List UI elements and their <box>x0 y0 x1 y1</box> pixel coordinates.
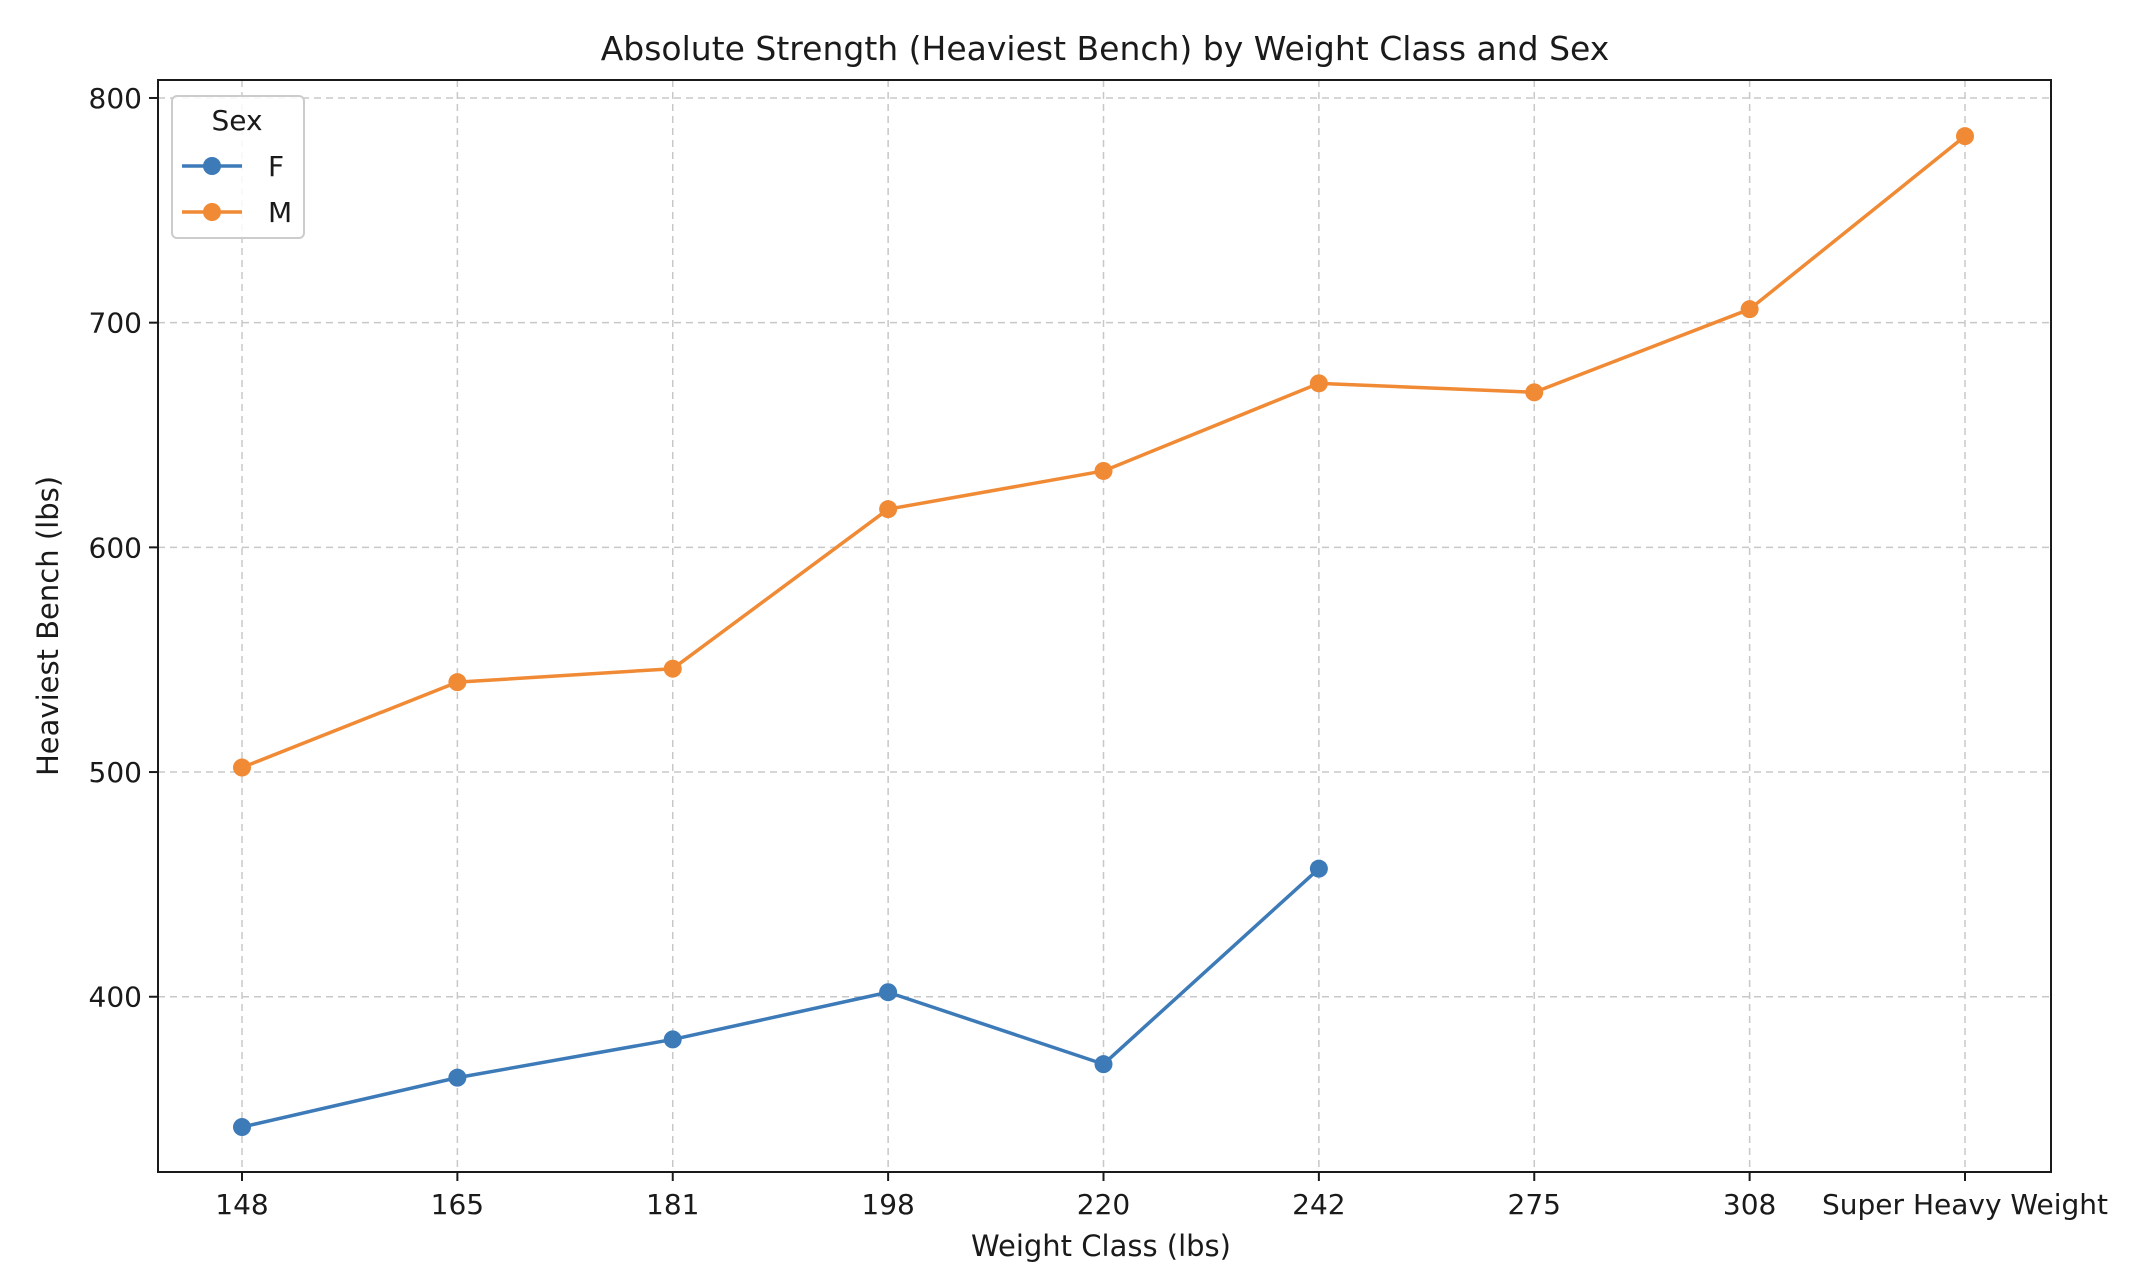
series-M <box>233 127 1974 777</box>
series-line-F <box>241 867 1321 1129</box>
x-tick-label: Super Heavy Weight <box>1822 1188 2108 1221</box>
data-point-M <box>879 500 898 519</box>
data-point-M <box>663 659 682 678</box>
data-point-M <box>233 758 251 777</box>
data-point-F <box>663 1030 682 1049</box>
x-tick-label: 198 <box>861 1188 914 1221</box>
x-tick-label: 275 <box>1508 1188 1561 1221</box>
y-tick-label: 400 <box>89 981 142 1014</box>
chart-title: Absolute Strength (Heaviest Bench) by We… <box>601 29 1610 68</box>
legend-swatch-marker <box>203 203 221 221</box>
data-point-M <box>1525 383 1544 402</box>
legend: Sex FM <box>171 95 305 239</box>
y-tick-label: 500 <box>89 756 142 789</box>
y-axis-label: Heaviest Bench (lbs) <box>31 476 65 776</box>
data-point-F <box>1309 859 1328 878</box>
data-point-F <box>1094 1055 1113 1074</box>
y-tick-label: 800 <box>89 82 142 115</box>
x-tick-label: 242 <box>1292 1188 1345 1221</box>
data-point-M <box>1740 300 1759 319</box>
data-point-F <box>233 1118 251 1137</box>
y-tick-label: 600 <box>89 531 142 564</box>
legend-title: Sex <box>211 104 262 137</box>
plot-frame <box>157 79 2052 1173</box>
legend-entries: FM <box>182 150 292 229</box>
series-layer <box>233 127 1974 1137</box>
data-point-F <box>879 983 898 1002</box>
legend-entry-M: M <box>182 196 292 229</box>
legend-entry-F: F <box>182 150 284 183</box>
legend-swatch-marker <box>203 157 221 175</box>
legend-label: M <box>268 196 292 229</box>
x-tick-label: 181 <box>646 1188 699 1221</box>
grid <box>158 80 2051 1172</box>
data-point-M <box>1094 461 1113 480</box>
x-tick-label: 148 <box>215 1188 268 1221</box>
data-point-M <box>1956 127 1974 146</box>
x-tick-label: 220 <box>1077 1188 1130 1221</box>
x-axis: 148 165 181 198 220 242 275 308 Super Heavy Weig… <box>215 1172 2108 1221</box>
series-F <box>233 859 1328 1137</box>
x-tick-label: 308 <box>1723 1188 1776 1221</box>
y-tick-label: 700 <box>89 307 142 340</box>
legend-label: F <box>268 150 284 183</box>
data-point-M <box>1309 374 1328 393</box>
data-point-F <box>448 1068 467 1087</box>
x-axis-label: Weight Class (lbs) <box>971 1229 1231 1263</box>
x-tick-label: 165 <box>431 1188 484 1221</box>
data-point-M <box>448 673 467 692</box>
y-axis: 400 500 600 700 800 <box>89 82 158 1014</box>
